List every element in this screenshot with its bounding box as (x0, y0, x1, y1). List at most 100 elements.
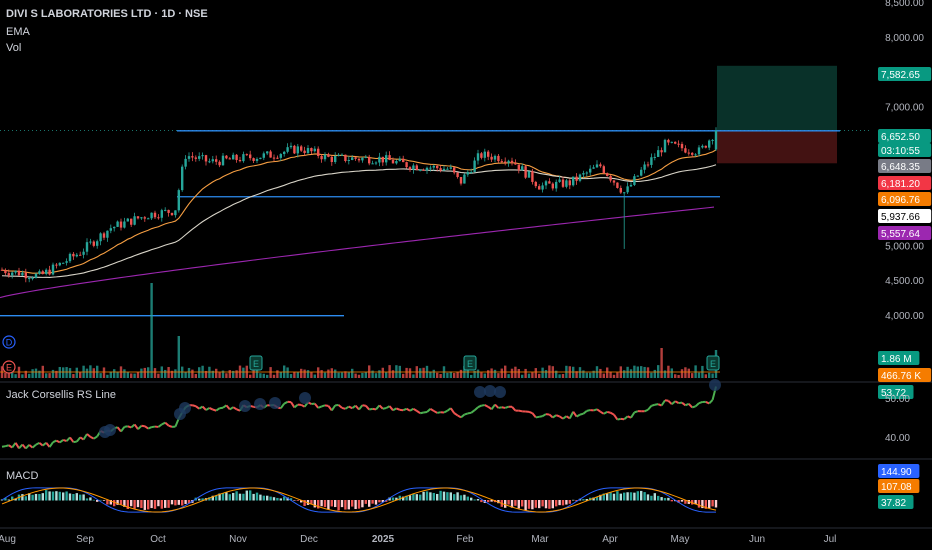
volume-bar (225, 373, 228, 378)
macd-histogram-bar (79, 494, 82, 501)
candle-body (317, 148, 320, 156)
candle-body (184, 158, 187, 167)
macd-histogram-bar (113, 500, 116, 507)
marker-label: D (6, 338, 13, 348)
candle-body (388, 155, 391, 161)
macd-histogram-bar (153, 500, 157, 509)
macd-histogram-bar (470, 497, 473, 501)
candle-body (351, 157, 354, 160)
rs-segment (708, 399, 714, 405)
macd-histogram-bar (473, 499, 476, 501)
rs-segment (348, 405, 353, 410)
volume-bar (259, 373, 262, 378)
volume-bar (266, 374, 269, 378)
rs-segment (369, 407, 373, 411)
volume-bar (218, 372, 221, 378)
macd-histogram-bar (429, 492, 432, 501)
ema-legend[interactable]: EMA (6, 26, 30, 38)
candle-body (677, 143, 680, 145)
rs-segment (236, 408, 241, 412)
volume-bar (191, 369, 194, 378)
event-markers: D E E E E (2, 335, 720, 374)
macd-histogram-bar (99, 499, 102, 501)
candle-body (48, 269, 51, 275)
candle-body (109, 228, 112, 231)
candle-body (228, 158, 231, 160)
volume-bar (687, 368, 690, 378)
rs-segment (582, 410, 588, 415)
candle-body (194, 157, 197, 159)
macd-histogram-bar (626, 492, 629, 501)
volume-bar (62, 367, 65, 378)
macd-histogram-bar (507, 500, 510, 505)
volume-bar (21, 374, 24, 378)
candle-body (106, 230, 109, 238)
price-badge (878, 368, 932, 382)
macd-histogram-bar (514, 500, 517, 506)
volume-bar (153, 368, 157, 378)
rs-segment (562, 415, 567, 420)
candle-body (279, 154, 282, 158)
volume-bar (215, 368, 218, 378)
price-badge-label: 144.90 (881, 467, 912, 478)
candle-body (415, 165, 418, 171)
rs-segment (201, 405, 207, 411)
macd-histogram-bar (361, 500, 364, 508)
macd-pane-label: MACD (6, 470, 39, 482)
volume-bar (31, 369, 34, 378)
macd-histogram-bar (255, 492, 259, 501)
macd-histogram-bar (490, 500, 493, 502)
macd-histogram-bar (65, 491, 68, 501)
time-tick: Feb (456, 534, 474, 545)
macd-histogram-bar (92, 499, 95, 501)
rs-segment (55, 439, 61, 444)
rs-segment (473, 406, 479, 411)
volume-bar (483, 373, 486, 378)
macd-histogram-bar (555, 500, 558, 507)
candle-body (497, 155, 500, 162)
rs-segment (630, 411, 636, 419)
candle-body (623, 192, 626, 194)
candle-body (578, 174, 582, 181)
volume-bar (456, 371, 459, 378)
candle-body (238, 159, 242, 162)
volume-bar (140, 368, 143, 378)
candle-body (167, 209, 170, 213)
macd-histogram-bar (667, 497, 670, 501)
macd-histogram-bar (354, 500, 357, 510)
vol-legend[interactable]: Vol (6, 42, 21, 54)
rs-tick: 50.00 (885, 394, 910, 405)
candle-body (198, 156, 201, 159)
price-badge-label: 53.72 (881, 388, 906, 399)
trend-lines (0, 130, 870, 317)
candle-body (153, 212, 157, 218)
volume-bar (310, 372, 313, 378)
rs-segment (62, 438, 67, 443)
macd-histogram-bar (7, 499, 10, 501)
candle-body (11, 272, 14, 276)
candle-body (585, 172, 588, 174)
candle-body (334, 156, 337, 162)
candle-body (653, 156, 656, 158)
rs-segment (205, 407, 210, 411)
candle-body (147, 218, 150, 220)
symbol-label: DIVI S LABORATORIES LTD · 1D · NSE (6, 8, 208, 20)
candle-body (493, 155, 497, 160)
candle-body (344, 154, 347, 161)
price-badge (878, 176, 932, 190)
candle-body (449, 167, 452, 169)
rs-segment (481, 404, 485, 407)
rs-segment (416, 410, 421, 415)
rs-segment (144, 425, 149, 430)
macd-histogram-bar (38, 494, 41, 501)
macd-histogram-bar (551, 500, 554, 509)
volume-bar (555, 370, 558, 378)
volume-bar (680, 369, 684, 378)
candle-body (480, 153, 483, 158)
macd-histogram-bar (116, 500, 119, 505)
volume-bar (14, 374, 17, 378)
volume-bar (72, 374, 75, 378)
volume-bar (340, 372, 344, 378)
price-badge (878, 143, 932, 157)
